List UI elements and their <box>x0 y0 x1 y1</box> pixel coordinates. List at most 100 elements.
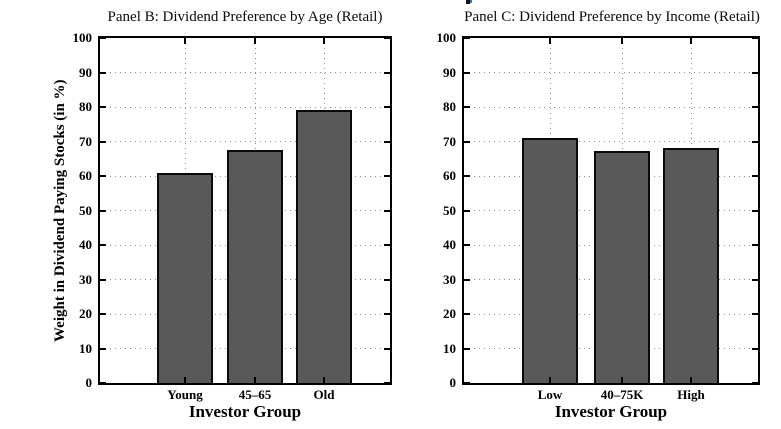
xtick-mark-top-Low <box>549 38 551 44</box>
clipped-glyph-blue <box>470 0 472 3</box>
ytick-mark-right-40 <box>384 244 390 246</box>
ytick-mark-right-90 <box>384 71 390 74</box>
ytick-label-90: 90 <box>79 64 92 80</box>
bar-40–75K <box>594 151 650 383</box>
xtick-label-Old: Old <box>313 387 335 402</box>
ytick-mark-right-30 <box>384 278 390 281</box>
ytick-mark-right-80 <box>384 106 390 108</box>
bar-Low <box>522 138 578 383</box>
ytick-mark-left-40 <box>464 244 470 246</box>
panel-c-income-chart: Panel C: Dividend Preference by Income (… <box>398 0 781 429</box>
ytick-mark-left-100 <box>100 37 106 39</box>
ytick-mark-left-30 <box>464 278 470 281</box>
ytick-mark-left-90 <box>464 71 470 74</box>
ytick-label-80: 80 <box>79 99 92 114</box>
xtick-label-45–65: 45–65 <box>238 387 272 402</box>
ytick-label-60: 60 <box>79 168 92 183</box>
ytick-mark-right-0 <box>384 382 390 384</box>
xtick-mark-top-Young <box>184 38 186 44</box>
xtick-mark-top-Old <box>323 38 325 44</box>
ytick-mark-left-70 <box>464 140 470 143</box>
ytick-mark-left-70 <box>100 140 106 143</box>
ytick-mark-left-90 <box>100 71 106 74</box>
ytick-mark-left-10 <box>100 347 106 350</box>
panel-b-title: Panel B: Dividend Preference by Age (Ret… <box>107 9 383 25</box>
ytick-label-40: 40 <box>443 237 456 252</box>
bar-Old <box>296 110 352 383</box>
xtick-label-Low: Low <box>537 387 563 402</box>
ytick-label-10: 10 <box>79 340 92 356</box>
ytick-mark-left-40 <box>100 244 106 246</box>
ytick-mark-left-20 <box>100 313 106 315</box>
bar-45–65 <box>227 150 283 383</box>
ytick-mark-right-50 <box>384 209 390 212</box>
xtick-label-40–75K: 40–75K <box>600 387 644 402</box>
ytick-mark-left-0 <box>100 382 106 384</box>
ytick-mark-right-70 <box>384 140 390 143</box>
panel-c-plot-area <box>462 36 760 385</box>
ytick-mark-left-80 <box>100 106 106 108</box>
ytick-label-10: 10 <box>443 340 456 356</box>
ytick-label-50: 50 <box>443 202 456 218</box>
ytick-mark-left-80 <box>464 106 470 108</box>
ytick-mark-left-30 <box>100 278 106 281</box>
gridline-y-70 <box>464 141 758 142</box>
gridline-y-70 <box>100 141 390 142</box>
clipped-text-fragment <box>466 0 473 4</box>
ytick-label-20: 20 <box>79 306 92 321</box>
bar-Young <box>157 173 213 383</box>
ytick-mark-left-50 <box>100 209 106 212</box>
ytick-mark-right-20 <box>752 313 758 315</box>
ytick-label-90: 90 <box>443 64 456 80</box>
ytick-mark-right-80 <box>752 106 758 108</box>
xtick-label-Young: Young <box>167 387 203 402</box>
panel-c-title: Panel C: Dividend Preference by Income (… <box>464 9 760 25</box>
xtick-mark-top-45–65 <box>254 38 256 44</box>
ytick-mark-right-10 <box>384 347 390 350</box>
panel-b-age-chart: Panel B: Dividend Preference by Age (Ret… <box>52 9 392 421</box>
ytick-label-40: 40 <box>79 237 92 252</box>
xtick-label-High: High <box>677 387 705 402</box>
ytick-label-50: 50 <box>79 202 92 218</box>
gridline-y-80 <box>464 106 758 108</box>
ytick-mark-right-60 <box>752 175 758 177</box>
ytick-mark-left-10 <box>464 347 470 350</box>
ytick-mark-right-100 <box>752 37 758 39</box>
ytick-mark-left-60 <box>100 175 106 177</box>
ytick-mark-right-40 <box>752 244 758 246</box>
xtick-mark-bottom-Old <box>323 377 325 383</box>
xtick-mark-bottom-Low <box>549 377 551 383</box>
gridline-y-90 <box>464 72 758 73</box>
ytick-label-30: 30 <box>443 271 456 287</box>
ytick-label-100: 100 <box>436 30 457 45</box>
ytick-label-60: 60 <box>443 168 456 183</box>
panel-c-x-axis-label: Investor Group <box>554 402 668 421</box>
gridline-y-80 <box>100 106 390 108</box>
ytick-mark-right-20 <box>384 313 390 315</box>
ytick-label-20: 20 <box>443 306 456 321</box>
xtick-mark-top-High <box>690 38 692 44</box>
ytick-mark-right-90 <box>752 71 758 74</box>
bar-High <box>663 148 719 383</box>
ytick-mark-right-70 <box>752 140 758 143</box>
ytick-label-80: 80 <box>443 99 456 114</box>
ytick-label-70: 70 <box>443 133 456 149</box>
ytick-label-100: 100 <box>72 30 93 45</box>
ytick-mark-left-60 <box>464 175 470 177</box>
ytick-label-70: 70 <box>79 133 92 149</box>
ytick-label-0: 0 <box>85 375 93 390</box>
ytick-mark-right-30 <box>752 278 758 281</box>
xtick-mark-bottom-40–75K <box>621 377 623 383</box>
gridline-y-90 <box>100 72 390 73</box>
ytick-mark-right-10 <box>752 347 758 350</box>
clipped-glyph-dark <box>466 0 470 4</box>
ytick-mark-right-100 <box>384 37 390 39</box>
xtick-mark-bottom-Young <box>184 377 186 383</box>
ytick-mark-right-50 <box>752 209 758 212</box>
ytick-mark-left-20 <box>464 313 470 315</box>
xtick-mark-bottom-High <box>690 377 692 383</box>
xtick-mark-bottom-45–65 <box>254 377 256 383</box>
panel-b-x-axis-label: Investor Group <box>188 402 302 421</box>
ytick-mark-left-50 <box>464 209 470 212</box>
ytick-label-0: 0 <box>449 375 457 390</box>
